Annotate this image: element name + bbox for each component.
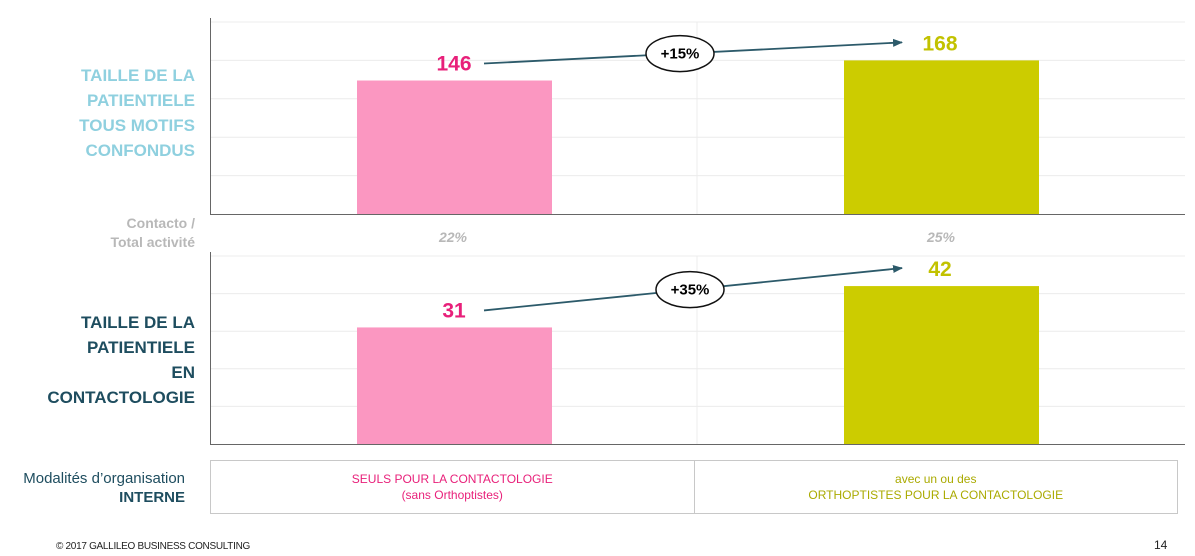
growth-badge <box>645 34 715 73</box>
bottom-row-title-line: EN <box>171 363 195 382</box>
org-table: SEULS POUR LA CONTACTOLOGIE (sans Orthop… <box>210 460 1178 514</box>
value-label-seuls: 31 <box>442 299 466 322</box>
org-label: Modalités d’organisation INTERNE <box>0 469 185 507</box>
ratio-row-label-line: Contacto / <box>126 215 195 231</box>
bottom-row-title-line: CONTACTOLOGIE <box>47 388 195 407</box>
org-cell-avec-line1: avec un ou des <box>895 472 977 486</box>
org-cell-seuls: SEULS POUR LA CONTACTOLOGIE (sans Orthop… <box>211 461 694 513</box>
org-cell-seuls-line1: SEULS POUR LA CONTACTOLOGIE <box>351 472 553 486</box>
bottom-row-title-line: TAILLE DE LA <box>81 313 195 332</box>
growth-badge-label: +35% <box>671 282 710 299</box>
ratio-value-seuls: 22% <box>438 229 468 245</box>
growth-badge-label: +15% <box>661 46 700 63</box>
ratio-value-avec: 25% <box>926 229 956 245</box>
top-row-title-line: TOUS MOTIFS <box>79 116 195 135</box>
org-label-line1: Modalités d’organisation <box>23 470 185 487</box>
top-row-title: TAILLE DE LA PATIENTIELE TOUS MOTIFS CON… <box>79 63 195 163</box>
value-label-seuls: 146 <box>436 53 471 76</box>
top-row-title-line: TAILLE DE LA <box>81 66 195 85</box>
org-cell-seuls-line2: (sans Orthoptistes) <box>401 488 503 502</box>
bar-seuls <box>357 327 552 444</box>
bottom-row-title: TAILLE DE LA PATIENTIELE EN CONTACTOLOGI… <box>47 310 195 410</box>
bar-avec <box>844 286 1039 444</box>
ratio-row-label: Contacto / Total activité <box>110 214 195 252</box>
growth-badge <box>655 270 725 309</box>
value-label-avec: 42 <box>928 258 951 281</box>
copyright-footer: © 2017 GALLILEO BUSINESS CONSULTING <box>56 541 250 552</box>
org-cell-avec: avec un ou des ORTHOPTISTES POUR LA CONT… <box>693 461 1178 513</box>
top-row-title-line: CONFONDUS <box>85 141 195 160</box>
top-bar-chart: 146 168 +15% <box>210 18 1185 215</box>
org-label-line2: INTERNE <box>119 489 185 506</box>
bottom-row-title-line: PATIENTIELE <box>87 338 195 357</box>
bottom-bar-chart: 31 42 +35% <box>210 252 1185 445</box>
ratio-row-label-line: Total activité <box>110 234 195 250</box>
page-number: 14 <box>1154 538 1168 552</box>
bar-avec <box>844 60 1039 215</box>
top-row-title-line: PATIENTIELE <box>87 91 195 110</box>
org-cell-avec-line2: ORTHOPTISTES POUR LA CONTACTOLOGIE <box>808 488 1064 502</box>
value-label-avec: 168 <box>922 32 957 55</box>
bar-seuls <box>357 80 552 214</box>
